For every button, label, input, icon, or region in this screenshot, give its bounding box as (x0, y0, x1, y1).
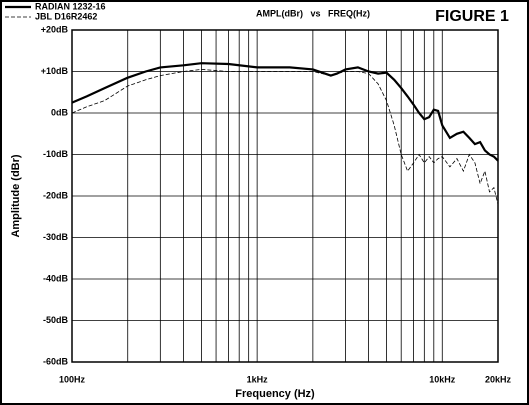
legend-label: JBL D16R2462 (35, 11, 97, 21)
figure-label: FIGURE 1 (435, 8, 509, 25)
y-tick-label: 0dB (51, 107, 69, 117)
x-tick-label: 1kHz (247, 374, 269, 384)
y-axis-label: Amplitude (dBr) (10, 154, 22, 237)
y-tick-label: -10dB (43, 149, 69, 159)
series-line (71, 62, 499, 162)
x-axis-label: Frequency (Hz) (235, 388, 315, 400)
plot-frame (71, 29, 499, 363)
y-tick-label: -50dB (43, 315, 69, 325)
y-tick-label: -20dB (43, 190, 69, 200)
x-tick-label: 100Hz (59, 374, 86, 384)
y-tick-label: -30dB (43, 232, 69, 242)
y-tick-label: -60dB (43, 356, 69, 366)
y-tick-label: -40dB (43, 273, 69, 283)
series-line (71, 68, 499, 205)
legend-label: RADIAN 1232-16 (35, 1, 106, 11)
y-tick-label: +20dB (41, 24, 69, 34)
x-tick-label: 10kHz (429, 374, 456, 384)
x-tick-label: 20kHz (485, 374, 512, 384)
y-tick-label: +10dB (41, 66, 69, 76)
chart-title: AMPL(dBr) vs FREQ(Hz) (256, 8, 370, 18)
